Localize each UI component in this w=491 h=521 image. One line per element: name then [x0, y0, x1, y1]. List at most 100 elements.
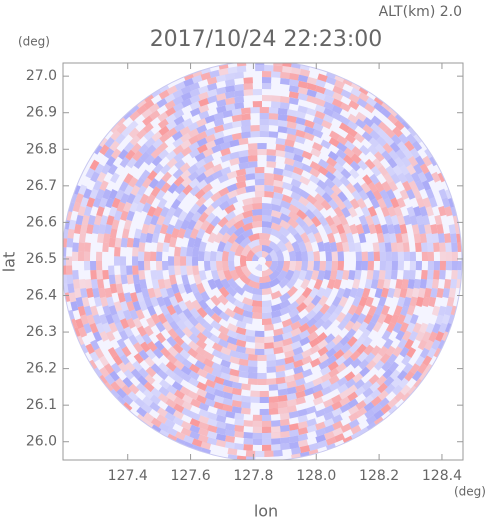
echo-cell	[402, 362, 414, 374]
echo-cell	[233, 219, 245, 230]
echo-cell	[259, 125, 270, 132]
echo-cell	[98, 224, 107, 235]
echo-cell	[248, 233, 260, 242]
echo-cell	[172, 373, 184, 385]
echo-cell	[279, 430, 290, 439]
echo-cell	[381, 304, 390, 316]
echo-cell	[303, 295, 314, 307]
echo-cell	[330, 191, 341, 203]
echo-cell	[350, 357, 362, 369]
echo-cell	[373, 409, 385, 420]
echo-cell	[366, 269, 374, 280]
echo-cell	[392, 322, 403, 334]
echo-cell	[270, 101, 281, 109]
echo-cell	[320, 366, 332, 376]
echo-cell	[254, 251, 262, 259]
echo-cell	[315, 427, 326, 437]
echo-cell	[205, 379, 216, 389]
echo-cell	[306, 76, 318, 85]
echo-cell	[119, 301, 129, 312]
echo-cell	[279, 306, 291, 316]
echo-cell	[105, 313, 115, 325]
echo-cell	[407, 279, 415, 290]
echo-cell	[240, 119, 251, 127]
echo-cell	[176, 319, 187, 331]
echo-cell	[379, 251, 386, 261]
echo-cell	[419, 278, 427, 289]
echo-cell	[140, 341, 151, 353]
echo-cell	[358, 87, 369, 96]
echo-cell	[86, 223, 94, 235]
echo-cell	[111, 219, 120, 230]
echo-cell	[288, 441, 300, 449]
echo-cell	[180, 341, 192, 353]
echo-cell	[437, 233, 446, 243]
echo-cell	[361, 131, 373, 142]
echo-cell	[243, 83, 253, 90]
echo-cell	[229, 368, 240, 377]
echo-cell	[356, 407, 368, 418]
echo-cell	[268, 240, 281, 253]
echo-cell	[215, 439, 227, 448]
echo-cell	[413, 163, 423, 175]
echo-cell	[363, 116, 375, 128]
echo-cell	[417, 339, 428, 351]
echo-cell	[68, 202, 75, 213]
echo-cell	[222, 385, 234, 394]
echo-cell	[291, 447, 302, 455]
echo-cell	[318, 360, 330, 370]
echo-cell	[421, 296, 430, 308]
echo-cell	[116, 201, 126, 213]
echo-cell	[129, 135, 141, 146]
echo-cell	[336, 223, 346, 235]
echo-cell	[191, 74, 203, 84]
echo-cell	[358, 358, 370, 370]
echo-cell	[258, 238, 272, 247]
echo-cell	[284, 356, 295, 365]
echo-cell	[431, 171, 441, 183]
echo-cell	[333, 349, 345, 360]
echo-cell	[323, 269, 332, 281]
echo-cell	[240, 383, 251, 391]
echo-cell	[282, 344, 293, 353]
echo-cell	[247, 360, 258, 367]
echo-cell	[169, 320, 180, 332]
echo-cell	[376, 232, 385, 243]
echo-cell	[136, 104, 148, 116]
echo-cell	[282, 261, 290, 273]
echo-cell	[312, 390, 324, 400]
echo-cell	[143, 129, 155, 141]
echo-cell	[395, 278, 403, 289]
echo-cell	[335, 199, 347, 211]
echo-cell	[242, 309, 253, 319]
echo-cell	[367, 305, 378, 317]
echo-cell	[279, 96, 290, 104]
echo-cell	[286, 398, 297, 407]
echo-cell	[225, 97, 236, 106]
echo-cell	[264, 191, 275, 198]
echo-cell	[273, 173, 284, 182]
echo-cell	[204, 391, 216, 401]
echo-cell	[252, 426, 262, 433]
echo-cell	[146, 193, 156, 205]
echo-cell	[196, 179, 208, 190]
echo-cell	[196, 130, 208, 141]
echo-cell	[251, 203, 262, 210]
echo-cell	[295, 117, 306, 126]
echo-cell	[270, 303, 282, 313]
echo-cell	[306, 82, 318, 92]
echo-cell	[262, 426, 272, 433]
echo-cell	[340, 89, 352, 99]
echo-cell	[301, 349, 313, 359]
echo-cell	[205, 212, 216, 224]
echo-cell	[105, 197, 115, 209]
echo-cell	[204, 261, 211, 272]
echo-cell	[353, 378, 365, 390]
echo-cell	[119, 330, 129, 341]
echo-cell	[81, 296, 90, 308]
echo-cell	[383, 313, 393, 325]
echo-cell	[226, 329, 238, 339]
x-tick-label: 127.8	[233, 468, 273, 484]
echo-cell	[158, 149, 170, 160]
echo-cell	[291, 241, 301, 253]
